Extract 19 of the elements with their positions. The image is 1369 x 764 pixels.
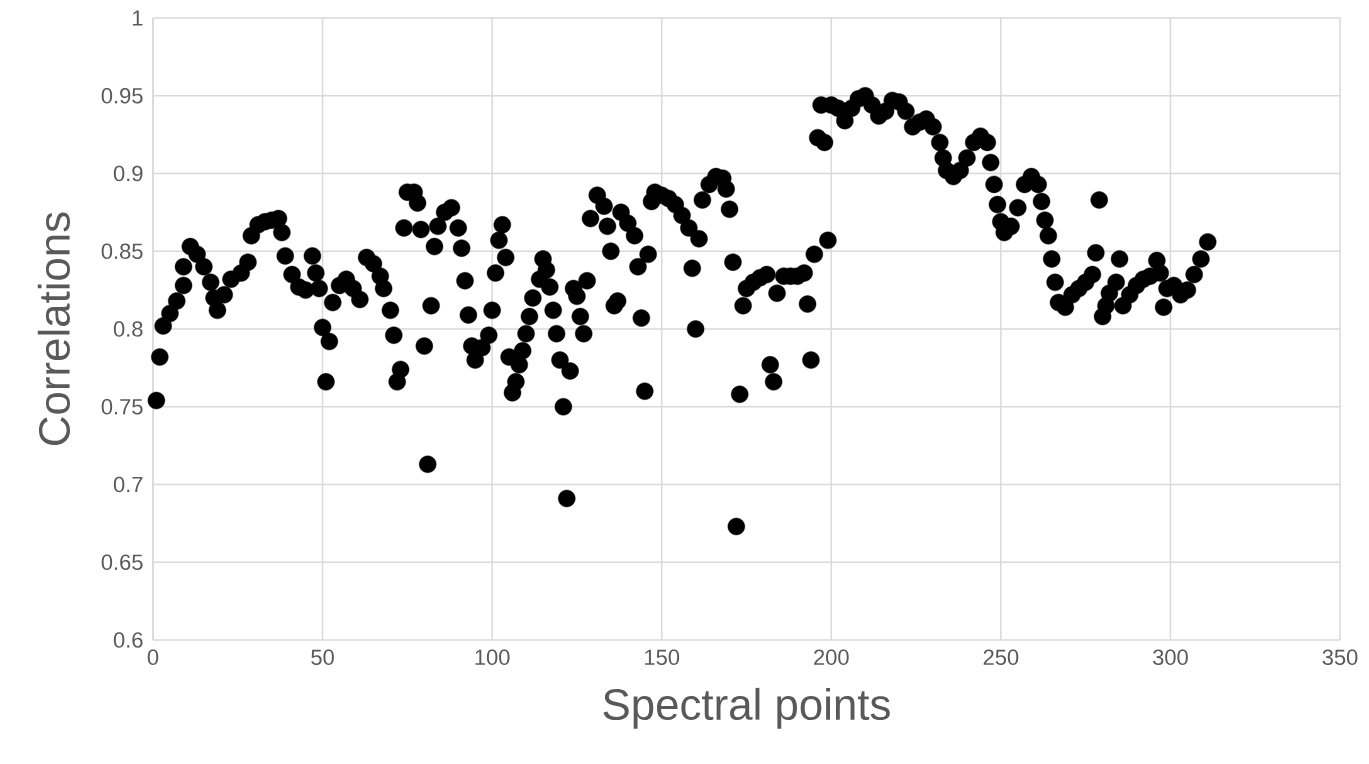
y-tick-label: 1	[132, 10, 143, 26]
y-tick-label: 0.8	[113, 321, 143, 337]
y-tick-label: 0.95	[101, 87, 143, 104]
y-tick-label: 0.6	[113, 632, 143, 648]
x-tick-label: 300	[1152, 649, 1188, 666]
y-tick-label: 0.9	[113, 165, 143, 182]
x-axis-title: Spectral points	[603, 687, 890, 729]
x-tick-label: 200	[814, 649, 849, 666]
y-tick-label: 0.7	[113, 476, 143, 493]
y-tick-label: 0.65	[101, 554, 143, 571]
x-tick-label: 0	[147, 649, 159, 666]
x-tick-label: 250	[983, 649, 1019, 666]
x-tick-label: 350	[1322, 649, 1358, 666]
y-tick-label: 0.85	[101, 243, 143, 260]
y-tick-label: 0.75	[101, 398, 143, 415]
x-tick-label: 50	[311, 649, 334, 666]
y-axis-title: Correlations	[37, 212, 70, 445]
x-tick-label: 150	[645, 649, 680, 666]
x-tick-label: 100	[475, 649, 510, 666]
